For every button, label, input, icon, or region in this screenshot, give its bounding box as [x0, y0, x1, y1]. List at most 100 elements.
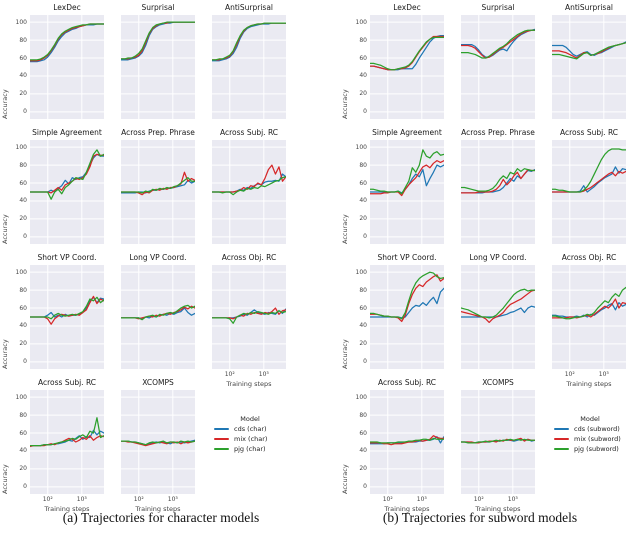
legend-entry-mix: mix (char) — [214, 435, 286, 443]
series-pjg-line — [552, 42, 626, 60]
legend-label: pjg (subword) — [574, 445, 619, 453]
y-tick-label: 80 — [19, 411, 27, 419]
x-tick-label: 10² — [42, 496, 53, 503]
subplot-short-vp-coord-a: Short VP Coord. — [30, 252, 104, 369]
y-tick-label: 100 — [355, 18, 367, 26]
subplot-canvas — [461, 140, 535, 244]
legend-label: mix (char) — [234, 435, 268, 443]
figure-trajectories: Accuracy 100 80 60 40 20 0 LexDec Surprisal AntiS… — [0, 0, 640, 526]
y-tick-label: 20 — [19, 465, 27, 473]
legend: Model cds (char) mix (char) pjg (char) — [214, 415, 286, 453]
legend-cell: Model cds (char) mix (char) pjg (char) — [212, 377, 286, 494]
subplot-title: Across Obj. RC — [561, 253, 617, 262]
subplot-xcomps-a-row4: XCOMPS 10² 10³ Training steps — [121, 377, 195, 513]
series-pjg-line — [370, 36, 444, 71]
subplot-title: Across Subj. RC — [377, 378, 437, 387]
subplot-antisurprisal-b: AntiSurprisal — [552, 2, 626, 119]
panel-character-models: Accuracy 100 80 60 40 20 0 LexDec Surprisal AntiS… — [0, 0, 320, 526]
plot-background — [212, 15, 286, 119]
y-tick-label: 100 — [15, 18, 27, 26]
subplot-row-2: Accuracy 100 80 60 40 20 0 Simple Agreement Acro… — [1, 127, 320, 244]
series-pjg-line — [212, 22, 286, 61]
x-tick-label: 10³ — [76, 496, 87, 503]
legend-entry-cds: cds (subword) — [554, 425, 626, 433]
series-pjg-line — [461, 438, 535, 444]
caption-a: (a) Trajectories for character models — [62, 510, 260, 525]
series-cds-line — [30, 23, 104, 63]
y-axis-label: Accuracy — [1, 89, 9, 119]
series-pjg-line — [212, 176, 286, 196]
series-pjg-line — [552, 148, 626, 193]
y-axis-gutter: Accuracy 100 80 60 40 20 0 — [1, 252, 30, 369]
series-pjg-line — [461, 29, 535, 59]
legend: Model cds (subword) mix (subword) pjg (subw… — [554, 415, 626, 453]
y-tick-label: 80 — [19, 36, 27, 44]
subplot-row-3: Accuracy 100 80 60 40 20 0 Short VP Coord. Long … — [1, 252, 320, 388]
subplot-row-2: Accuracy 100 80 60 40 20 0 Simple Agreement Acro… — [341, 127, 640, 244]
y-axis-label: Accuracy — [341, 214, 349, 244]
subplot-title: LexDec — [53, 3, 81, 12]
y-tick-label: 60 — [19, 54, 27, 62]
y-tick-label: 40 — [19, 447, 27, 455]
y-tick-label: 80 — [359, 36, 367, 44]
y-tick-label: 60 — [19, 179, 27, 187]
subplot-across-obj-rc-b: Across Obj. RC 10² 10³ Training steps — [552, 252, 626, 388]
y-tick-label: 20 — [19, 340, 27, 348]
subplot-row-4: Accuracy 100 80 60 40 20 0 Across Subj. RC 10² 10… — [341, 377, 640, 513]
y-tick-label: 40 — [19, 72, 27, 80]
x-tick-label: 10² — [473, 496, 484, 503]
y-tick-label: 40 — [19, 197, 27, 205]
subplot-title: AntiSurprisal — [564, 3, 614, 12]
legend-label: mix (subword) — [574, 435, 621, 443]
subplot-canvas — [121, 140, 195, 244]
x-tick-label: 10³ — [598, 371, 609, 378]
series-pjg-line — [121, 177, 195, 194]
y-axis-gutter: Accuracy 100 80 60 40 20 0 — [1, 127, 30, 244]
caption-b: (b) Trajectories for subword models — [382, 510, 578, 525]
x-tick-label: 10² — [382, 496, 393, 503]
subplot-across-prep-phrase-b: Across Prep. Phrase — [461, 127, 535, 244]
series-pjg-line — [552, 286, 626, 320]
subplot-title: Short VP Coord. — [377, 253, 437, 262]
series-pjg-line — [370, 149, 444, 195]
subplot-across-subj-rc-b: Across Subj. RC — [552, 127, 626, 244]
x-tick-label: 10³ — [507, 496, 518, 503]
series-pjg-line — [461, 168, 535, 192]
subplot-title: Short VP Coord. — [37, 253, 97, 262]
subplot-simple-agreement-b: Simple Agreement — [370, 127, 444, 244]
subplot-canvas — [30, 390, 104, 494]
subplot-lexdec-a: LexDec — [30, 2, 104, 119]
plot-background — [30, 390, 104, 494]
y-tick-label: 20 — [359, 215, 367, 223]
y-axis-label: Accuracy — [341, 339, 349, 369]
x-axis-label: Training steps — [44, 505, 90, 513]
x-tick-label: 10² — [224, 371, 235, 378]
series-mix-line — [461, 29, 535, 59]
subplot-across-obj-rc-a: Across Obj. RC 10² 10³ Training steps — [212, 252, 286, 388]
y-axis-gutter: Accuracy 100 80 60 40 20 0 — [341, 252, 370, 369]
y-tick-label: 100 — [15, 393, 27, 401]
series-cds-line — [370, 287, 444, 319]
y-axis-gutter: Accuracy 100 80 60 40 20 0 — [1, 2, 30, 119]
y-tick-label: 40 — [359, 197, 367, 205]
x-tick-label: 10³ — [167, 496, 178, 503]
y-tick-label: 40 — [359, 72, 367, 80]
subplot-title: XCOMPS — [142, 378, 174, 387]
subplot-canvas — [461, 390, 535, 494]
series-mix-line — [461, 289, 535, 324]
plot-background — [552, 265, 626, 369]
y-tick-label: 20 — [359, 465, 367, 473]
y-tick-label: 60 — [19, 429, 27, 437]
y-tick-label: 60 — [359, 429, 367, 437]
plot-background — [121, 265, 195, 369]
panel-subword-models: Accuracy 100 80 60 40 20 0 LexDec Surprisal AntiS… — [320, 0, 640, 526]
subplot-across-subj-rc-a: Across Subj. RC — [212, 127, 286, 244]
series-cds-line — [461, 28, 535, 58]
y-tick-label: 20 — [359, 340, 367, 348]
y-tick-label: 40 — [19, 322, 27, 330]
subplot-xcomps-b-row4: XCOMPS 10² 10³ Training steps — [461, 377, 535, 513]
subplot-canvas — [212, 265, 286, 369]
x-tick-label: 10² — [133, 496, 144, 503]
y-tick-label: 0 — [363, 483, 367, 491]
y-tick-label: 0 — [363, 358, 367, 366]
